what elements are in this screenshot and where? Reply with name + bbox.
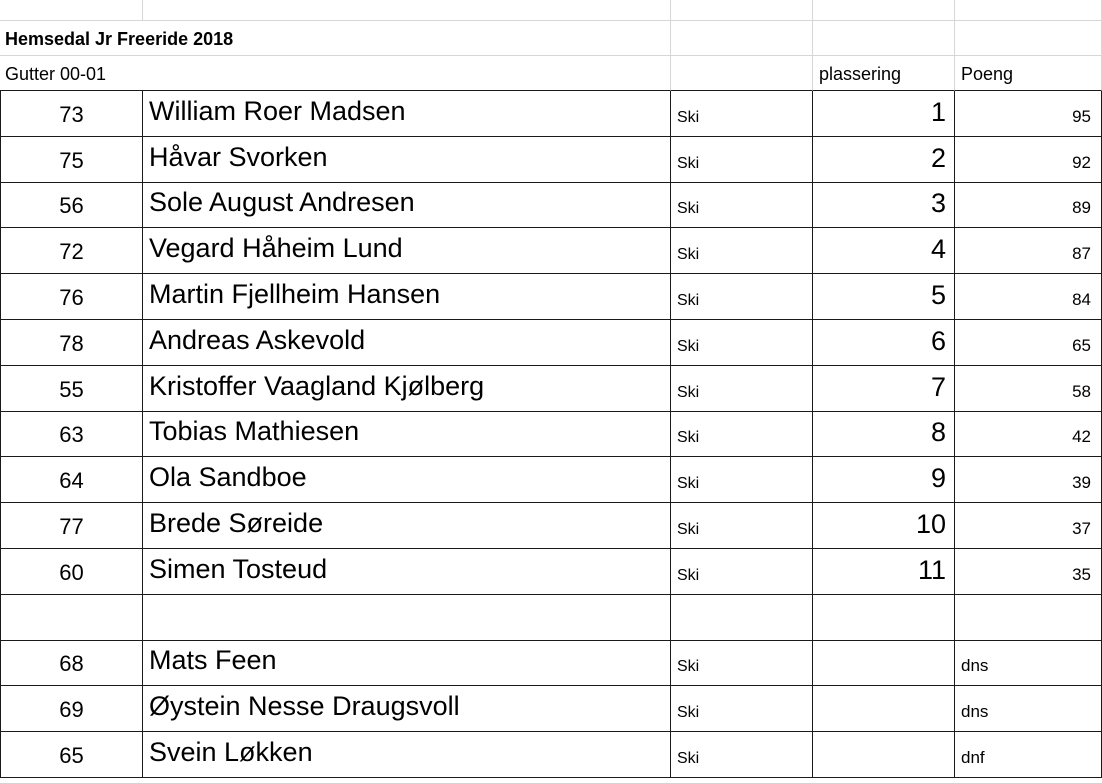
- cell-text: 2: [813, 136, 955, 183]
- cell-text: 64: [0, 457, 143, 504]
- cell-text: 11: [813, 549, 955, 595]
- cell-text: Svein Løkken: [143, 732, 671, 778]
- cell-text: Gutter 00-01: [0, 56, 671, 91]
- cell: [143, 594, 671, 641]
- cell-text: 56: [0, 182, 143, 229]
- cell: [955, 594, 1102, 641]
- cell-text: Ola Sandboe: [143, 457, 671, 504]
- cell-text: Brede Søreide: [143, 503, 671, 549]
- cell-text: 3: [813, 182, 955, 229]
- cell-text: plassering: [813, 56, 955, 91]
- cell: [955, 0, 1102, 21]
- cell-text: 77: [0, 503, 143, 549]
- cell-text: Ski: [671, 549, 813, 595]
- cell: [813, 594, 955, 641]
- cell-text: William Roer Madsen: [143, 91, 671, 137]
- cell-text: Mats Feen: [143, 640, 671, 687]
- cell-text: Håvar Svorken: [143, 136, 671, 183]
- cell-text: 75: [0, 136, 143, 183]
- cell: [955, 21, 1102, 56]
- cell: [813, 686, 955, 733]
- cell-text: 87: [955, 228, 1102, 275]
- cell-text: dnf: [955, 732, 1102, 778]
- cell: [0, 594, 143, 641]
- cell-text: Poeng: [955, 56, 1102, 91]
- cell-text: 68: [0, 640, 143, 687]
- cell-text: 95: [955, 91, 1102, 137]
- cell-text: 39: [955, 457, 1102, 504]
- cell-text: 35: [955, 549, 1102, 595]
- cell-text: 76: [0, 274, 143, 320]
- cell-text: dns: [955, 686, 1102, 733]
- cell-text: 5: [813, 274, 955, 320]
- cell-text: Vegard Håheim Lund: [143, 228, 671, 275]
- cell-text: 6: [813, 320, 955, 366]
- cell-text: Andreas Askevold: [143, 320, 671, 366]
- cell-text: Øystein Nesse Draugsvoll: [143, 686, 671, 733]
- cell-text: 65: [955, 320, 1102, 366]
- cell-text: 63: [0, 411, 143, 458]
- cell-text: Ski: [671, 136, 813, 183]
- cell-text: Ski: [671, 686, 813, 733]
- cell-text: 73: [0, 91, 143, 137]
- cell-text: Martin Fjellheim Hansen: [143, 274, 671, 320]
- cell-text: Ski: [671, 457, 813, 504]
- cell-text: 69: [0, 686, 143, 733]
- cell: [671, 594, 813, 641]
- cell-text: 89: [955, 182, 1102, 229]
- cell-text: 60: [0, 549, 143, 595]
- cell-text: Ski: [671, 274, 813, 320]
- cell: [143, 0, 671, 21]
- cell-text: Hemsedal Jr Freeride 2018: [0, 21, 671, 56]
- cell-text: Ski: [671, 91, 813, 137]
- cell: [671, 56, 813, 91]
- cell-text: dns: [955, 640, 1102, 687]
- cell: [813, 21, 955, 56]
- cell: [813, 0, 955, 21]
- cell-text: Ski: [671, 411, 813, 458]
- cell-text: 92: [955, 136, 1102, 183]
- cell-text: Ski: [671, 182, 813, 229]
- cell-text: 8: [813, 411, 955, 458]
- cell: [813, 640, 955, 687]
- cell-text: Sole August Andresen: [143, 182, 671, 229]
- cell: [671, 21, 813, 56]
- cell-text: Tobias Mathiesen: [143, 411, 671, 458]
- cell-text: 78: [0, 320, 143, 366]
- cell-text: 4: [813, 228, 955, 275]
- cell: [813, 732, 955, 778]
- cell-text: 37: [955, 503, 1102, 549]
- cell-text: Ski: [671, 503, 813, 549]
- cell-text: Ski: [671, 732, 813, 778]
- cell-text: Simen Tosteud: [143, 549, 671, 595]
- cell: [671, 0, 813, 21]
- cell-text: 65: [0, 732, 143, 778]
- cell-text: 72: [0, 228, 143, 275]
- cell-text: Ski: [671, 228, 813, 275]
- cell-text: Ski: [671, 640, 813, 687]
- cell-text: 58: [955, 365, 1102, 412]
- cell-text: 42: [955, 411, 1102, 458]
- cell-text: Ski: [671, 320, 813, 366]
- cell-text: 55: [0, 365, 143, 412]
- cell-text: 10: [813, 503, 955, 549]
- cell-text: 7: [813, 365, 955, 412]
- cell-text: 1: [813, 91, 955, 137]
- cell-text: 84: [955, 274, 1102, 320]
- cell-text: Ski: [671, 365, 813, 412]
- cell-text: 9: [813, 457, 955, 504]
- cell-text: Kristoffer Vaagland Kjølberg: [143, 365, 671, 412]
- cell: [0, 0, 143, 21]
